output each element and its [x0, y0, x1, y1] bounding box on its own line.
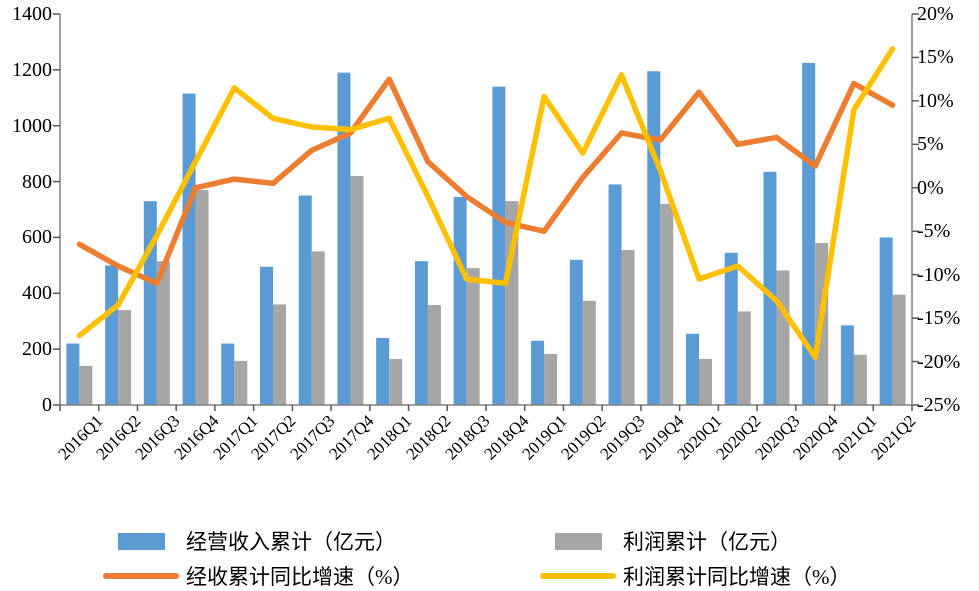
legend-label-revenue-yoy: 经收累计同比增速（%） [186, 565, 414, 589]
legend-item-profit-total: 利润累计（亿元） [540, 527, 791, 555]
profit-yoy-line [76, 46, 896, 360]
revenue-total-bar-2017Q2 [260, 266, 273, 405]
legend-swatch-revenue-total [103, 532, 179, 550]
revenue-total-bar-2017Q3 [298, 195, 312, 405]
profit-total-bar-2018Q1 [389, 358, 403, 405]
revenue-yoy-line-swatch [103, 573, 179, 579]
legend-item-profit-yoy: 利润累计同比增速（%） [540, 562, 851, 590]
profit-total-bar-2018Q3 [466, 268, 480, 405]
revenue-total-bar-2019Q3 [608, 184, 622, 405]
legend-label-revenue-total: 经营收入累计（亿元） [186, 530, 396, 554]
profit-total-bar-2016Q1 [79, 365, 93, 405]
profit-total-bar-2017Q3 [311, 251, 325, 405]
revenue-total-bar-2019Q4 [647, 71, 661, 405]
profit-total-bar-2017Q4 [350, 175, 364, 405]
profit-total-bar-2016Q2 [118, 310, 132, 405]
profit-total-bar-2020Q1 [699, 358, 712, 405]
profit-total-bar-2021Q2 [892, 294, 906, 405]
revenue-total-bar-2016Q1 [66, 343, 80, 405]
revenue-total-bar-2019Q1 [531, 340, 545, 405]
legend-item-revenue-total: 经营收入累计（亿元） [103, 527, 396, 555]
legend-swatch-profit-yoy [540, 573, 616, 579]
revenue-total-bar-2020Q2 [724, 252, 738, 405]
revenue-total-bar-2019Q2 [569, 259, 583, 405]
revenue-total-bar-2018Q1 [376, 337, 390, 405]
profit-yoy-line-swatch [540, 573, 616, 579]
profit-total-bar-2018Q4 [505, 201, 519, 405]
revenue-total-bar-2021Q2 [879, 237, 893, 405]
revenue-total-bar-2018Q3 [453, 196, 467, 405]
profit-total-bar-2020Q2 [737, 311, 751, 405]
legend-label-profit-yoy: 利润累计同比增速（%） [623, 565, 851, 589]
revenue-total-bar-2018Q2 [414, 261, 428, 405]
revenue-total-bar-2021Q1 [840, 325, 854, 405]
revenue-total-bar-2016Q2 [105, 265, 119, 405]
profit-total-bar-2019Q1 [544, 353, 558, 405]
revenue-total-bar-2017Q4 [337, 72, 351, 406]
revenue-total-color-swatch [117, 532, 165, 550]
legend-swatch-profit-total [540, 532, 616, 550]
profit-total-bar-2019Q3 [621, 249, 635, 405]
profit-total-bar-2019Q4 [660, 203, 674, 405]
profit-total-bar-2019Q2 [582, 300, 596, 405]
legend-item-revenue-yoy: 经收累计同比增速（%） [103, 562, 414, 590]
revenue-total-bar-2020Q4 [802, 62, 816, 405]
plot-area [53, 13, 919, 411]
revenue-total-bar-2020Q3 [763, 171, 777, 405]
profit-total-bar-2017Q2 [273, 304, 286, 405]
profit-total-bar-2016Q4 [195, 189, 209, 405]
legend-label-profit-total: 利润累计（亿元） [623, 530, 791, 554]
legend-swatch-revenue-yoy [103, 573, 179, 579]
profit-total-bar-2016Q3 [156, 261, 170, 405]
revenue-total-bar-2018Q4 [492, 86, 506, 405]
profit-total-bar-2021Q1 [853, 354, 867, 405]
revenue-total-bar-2017Q1 [221, 343, 235, 405]
profit-total-bar-2018Q2 [427, 305, 441, 405]
revenue-yoy-line [76, 76, 896, 287]
profit-total-color-swatch [554, 532, 602, 550]
revenue-total-bar-2020Q1 [686, 333, 699, 405]
profit-total-bar-2017Q1 [234, 360, 248, 405]
